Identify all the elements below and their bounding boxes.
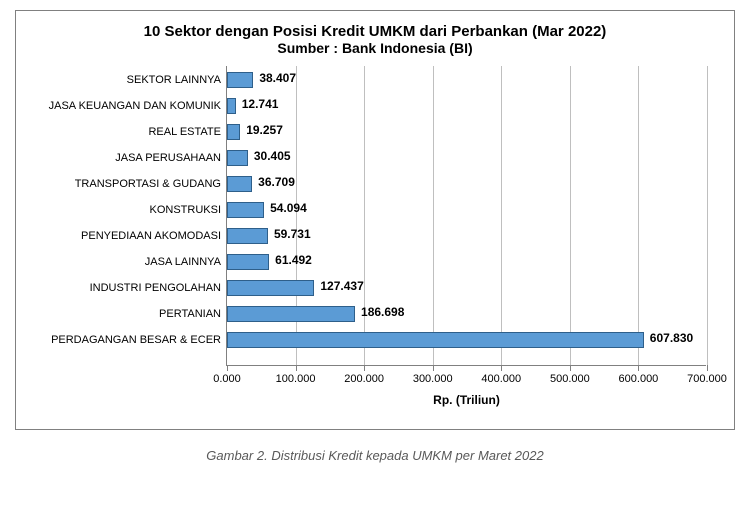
value-label: 12.741	[242, 97, 279, 111]
x-tick-label: 0.000	[213, 373, 241, 385]
bar-row: TRANSPORTASI & GUDANG36.709	[227, 176, 707, 192]
x-tick-label: 200.000	[344, 373, 384, 385]
x-tick	[296, 365, 297, 371]
x-tick	[227, 365, 228, 371]
chart-titles: 10 Sektor dengan Posisi Kredit UMKM dari…	[36, 23, 714, 56]
category-label: JASA LAINNYA	[21, 256, 221, 268]
bar-row: JASA PERUSAHAAN30.405	[227, 150, 707, 166]
gridline	[707, 66, 708, 365]
plot-area: Rp. (Triliun) 0.000100.000200.000300.000…	[226, 66, 706, 366]
bar	[227, 280, 314, 296]
bar-row: INDUSTRI PENGOLAHAN127.437	[227, 280, 707, 296]
value-label: 127.437	[320, 279, 363, 293]
bar-row: PERTANIAN186.698	[227, 306, 707, 322]
bar	[227, 202, 264, 218]
x-tick	[707, 365, 708, 371]
chart-title: 10 Sektor dengan Posisi Kredit UMKM dari…	[36, 23, 714, 40]
figure-caption: Gambar 2. Distribusi Kredit kepada UMKM …	[15, 448, 735, 463]
category-label: JASA KEUANGAN DAN KOMUNIK	[21, 100, 221, 112]
x-tick-label: 700.000	[687, 373, 727, 385]
category-label: PERTANIAN	[21, 308, 221, 320]
x-tick	[433, 365, 434, 371]
category-label: PERDAGANGAN BESAR & ECER	[21, 334, 221, 346]
x-tick-label: 100.000	[276, 373, 316, 385]
value-label: 607.830	[650, 331, 693, 345]
category-label: JASA PERUSAHAAN	[21, 152, 221, 164]
value-label: 59.731	[274, 227, 311, 241]
bar	[227, 176, 252, 192]
x-tick-label: 400.000	[481, 373, 521, 385]
value-label: 61.492	[275, 253, 312, 267]
value-label: 38.407	[259, 71, 296, 85]
chart-container: 10 Sektor dengan Posisi Kredit UMKM dari…	[15, 10, 735, 430]
x-tick-label: 600.000	[619, 373, 659, 385]
bar	[227, 98, 236, 114]
x-tick-label: 500.000	[550, 373, 590, 385]
bar	[227, 124, 240, 140]
value-label: 36.709	[258, 175, 295, 189]
x-tick	[501, 365, 502, 371]
category-label: TRANSPORTASI & GUDANG	[21, 178, 221, 190]
category-label: PENYEDIAAN AKOMODASI	[21, 230, 221, 242]
figure-number: Gambar 2.	[206, 448, 267, 463]
bar	[227, 150, 248, 166]
bar-row: SEKTOR LAINNYA38.407	[227, 72, 707, 88]
x-tick	[570, 365, 571, 371]
value-label: 186.698	[361, 305, 404, 319]
value-label: 54.094	[270, 201, 307, 215]
value-label: 19.257	[246, 123, 283, 137]
chart-subtitle: Sumber : Bank Indonesia (BI)	[36, 40, 714, 56]
bar	[227, 228, 268, 244]
bar-row: PENYEDIAAN AKOMODASI59.731	[227, 228, 707, 244]
bar-row: REAL ESTATE19.257	[227, 124, 707, 140]
bar	[227, 332, 644, 348]
value-label: 30.405	[254, 149, 291, 163]
category-label: INDUSTRI PENGOLAHAN	[21, 282, 221, 294]
figure-text: Distribusi Kredit kepada UMKM per Maret …	[268, 448, 544, 463]
bar-row: KONSTRUKSI54.094	[227, 202, 707, 218]
category-label: KONSTRUKSI	[21, 204, 221, 216]
bar	[227, 306, 355, 322]
category-label: SEKTOR LAINNYA	[21, 74, 221, 86]
bar-row: PERDAGANGAN BESAR & ECER607.830	[227, 332, 707, 348]
x-axis-label: Rp. (Triliun)	[433, 393, 500, 407]
bar-row: JASA KEUANGAN DAN KOMUNIK12.741	[227, 98, 707, 114]
bar	[227, 254, 269, 270]
category-label: REAL ESTATE	[21, 126, 221, 138]
bar	[227, 72, 253, 88]
x-tick	[638, 365, 639, 371]
bar-row: JASA LAINNYA61.492	[227, 254, 707, 270]
x-tick	[364, 365, 365, 371]
x-tick-label: 300.000	[413, 373, 453, 385]
